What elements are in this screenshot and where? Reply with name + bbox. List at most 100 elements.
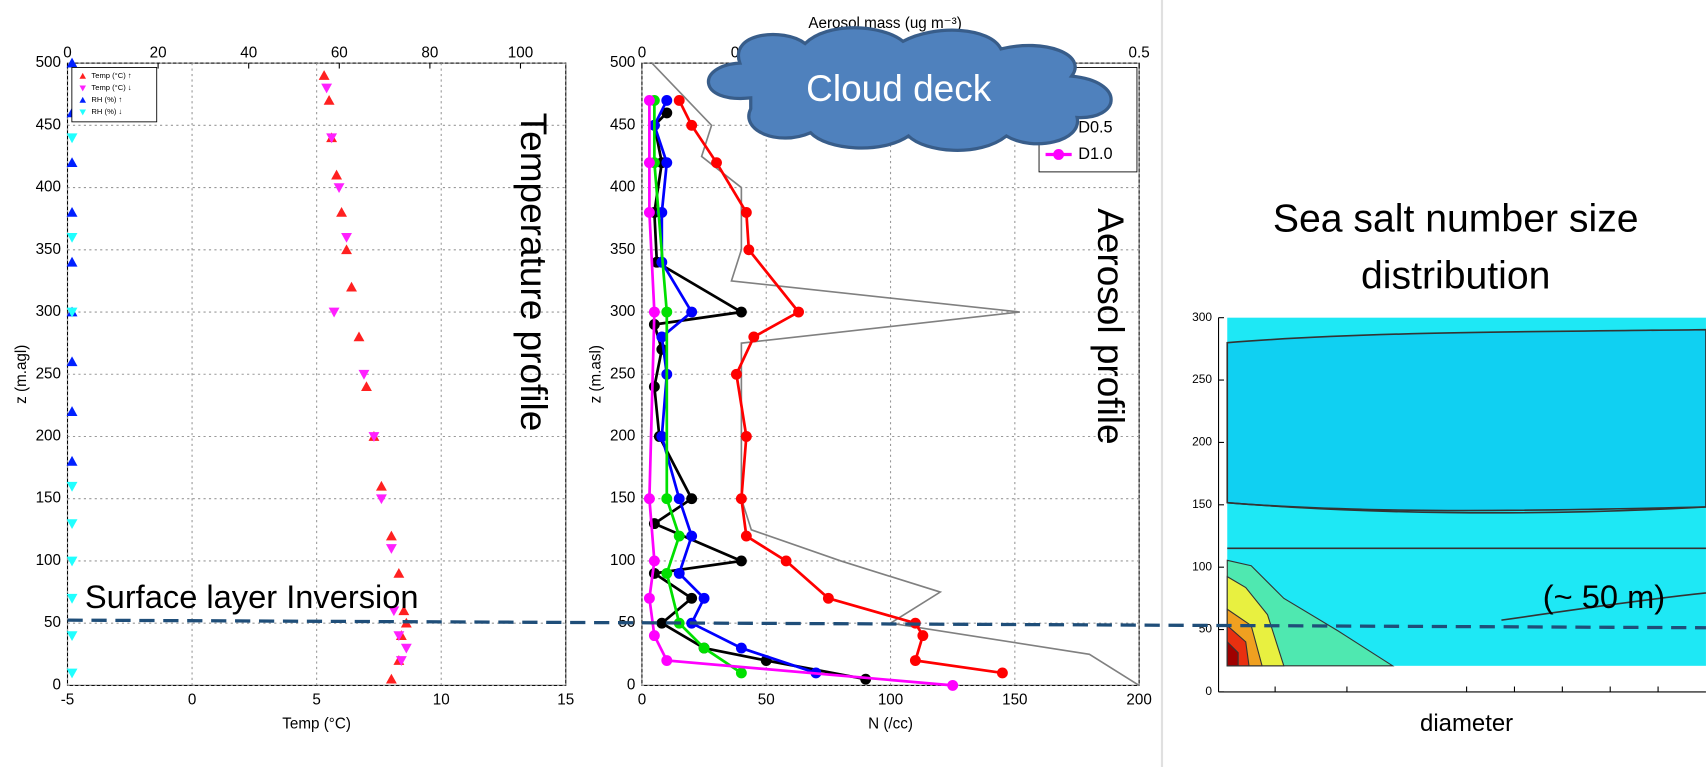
annotation: Aerosol profile <box>1090 208 1131 444</box>
x2-tick-label: 20 <box>150 44 167 61</box>
x-tick-label: 50 <box>758 692 775 709</box>
point <box>341 244 352 254</box>
point <box>823 593 834 604</box>
point <box>674 568 685 579</box>
point <box>67 456 78 466</box>
point <box>324 95 335 105</box>
point <box>781 556 792 567</box>
point <box>67 594 78 604</box>
series-line <box>679 100 1002 673</box>
y-tick-label: 250 <box>1192 372 1212 386</box>
point <box>67 519 78 529</box>
point <box>644 207 655 218</box>
y-tick-label: 200 <box>36 427 61 444</box>
point <box>361 381 372 391</box>
point <box>67 233 78 243</box>
point <box>341 233 352 243</box>
point <box>674 95 685 106</box>
point <box>736 493 747 504</box>
y-tick-label: 500 <box>36 54 61 71</box>
x-tick-label: -5 <box>61 692 75 709</box>
point <box>649 381 660 392</box>
point <box>736 556 747 567</box>
series-line <box>654 100 741 673</box>
legend-label: RH (%) ↓ <box>91 107 122 116</box>
y-tick-label: 500 <box>610 54 635 71</box>
point <box>67 669 78 679</box>
y-tick-label: 50 <box>44 614 61 631</box>
point <box>649 630 660 641</box>
y-tick-label: 250 <box>610 365 635 382</box>
y-tick-label: 300 <box>1192 310 1212 324</box>
point <box>736 668 747 679</box>
point <box>67 207 78 217</box>
point <box>661 307 672 318</box>
point <box>793 307 804 318</box>
y-tick-label: 100 <box>36 552 61 569</box>
y-tick-label: 400 <box>610 179 635 196</box>
y-axis-label: z (m.agl) <box>13 345 30 404</box>
point <box>644 95 655 106</box>
annotation: Temperature profile <box>513 113 554 432</box>
x-axis-label: diameter <box>1420 710 1513 737</box>
point <box>321 84 332 94</box>
point <box>67 406 78 416</box>
legend-marker <box>1053 149 1064 160</box>
y-tick-label: 0 <box>1205 684 1212 698</box>
point <box>917 630 928 641</box>
point <box>319 70 330 80</box>
x-axis-label: Temp (°C) <box>282 716 351 733</box>
point <box>67 557 78 567</box>
figure: 050100150200250300350400450500-505101502… <box>0 0 1706 767</box>
point <box>910 655 921 666</box>
point <box>661 568 672 579</box>
point <box>731 369 742 380</box>
point <box>741 207 752 218</box>
x2-tick-label: 80 <box>421 44 438 61</box>
legend-label: Temp (°C) ↓ <box>91 83 131 92</box>
x-tick-label: 100 <box>878 692 903 709</box>
y-tick-label: 150 <box>1192 497 1212 511</box>
point <box>346 282 357 292</box>
point <box>741 431 752 442</box>
x-tick-label: 0 <box>638 692 646 709</box>
point <box>736 643 747 654</box>
point <box>386 674 397 684</box>
point <box>661 493 672 504</box>
x-tick-label: 200 <box>1126 692 1151 709</box>
point <box>386 531 397 541</box>
point <box>661 157 672 168</box>
point <box>699 593 710 604</box>
point <box>743 244 754 255</box>
chart-title-box: Sea salt number size distribution <box>1260 190 1652 310</box>
x2-tick-label: 0.5 <box>1129 44 1150 61</box>
legend-label: RH (%) ↑ <box>91 95 122 104</box>
y-tick-label: 150 <box>36 490 61 507</box>
point <box>686 493 697 504</box>
point <box>67 631 78 641</box>
point <box>644 157 655 168</box>
y-tick-label: 250 <box>36 365 61 382</box>
y-tick-label: 0 <box>627 676 635 693</box>
y-tick-label: 100 <box>1192 559 1212 573</box>
point <box>649 307 660 318</box>
x-tick-label: 10 <box>433 692 450 709</box>
x-axis-label: N (/cc) <box>868 716 913 733</box>
x2-tick-label: 0 <box>638 44 646 61</box>
point <box>741 531 752 542</box>
point <box>67 157 78 167</box>
y-tick-label: 400 <box>36 179 61 196</box>
point <box>736 307 747 318</box>
y-tick-label: 300 <box>610 303 635 320</box>
y-tick-label: 0 <box>53 676 61 693</box>
point <box>699 643 710 654</box>
annotation: Cloud deck <box>806 68 992 109</box>
y-axis-label: z (m.asl) <box>587 345 604 403</box>
point <box>354 331 365 341</box>
x2-tick-label: 60 <box>331 44 348 61</box>
point <box>997 668 1008 679</box>
page: 050100150200250300350400450500-505101502… <box>0 0 1706 767</box>
series-line <box>654 100 816 673</box>
point <box>711 157 722 168</box>
point <box>386 544 397 554</box>
